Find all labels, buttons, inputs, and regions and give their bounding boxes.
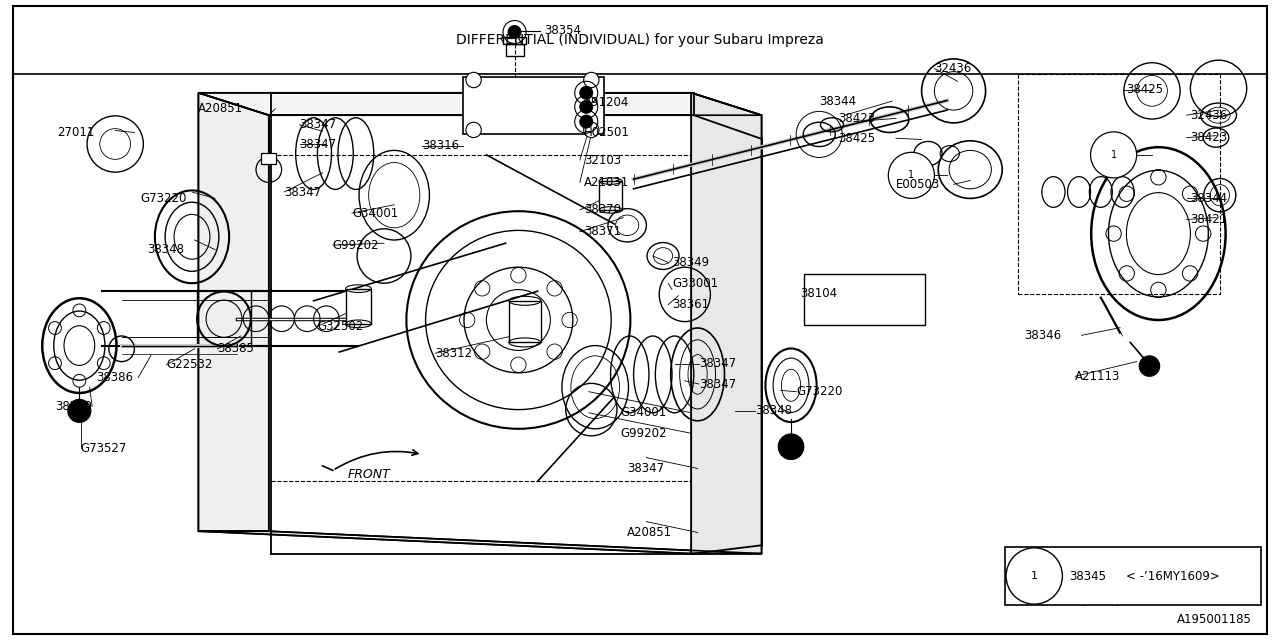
Text: 38347: 38347 xyxy=(627,462,664,475)
Text: 38344: 38344 xyxy=(819,95,856,108)
Text: G34001: G34001 xyxy=(352,207,398,220)
Text: 38347: 38347 xyxy=(699,378,736,390)
Text: G22532: G22532 xyxy=(166,358,212,371)
Bar xyxy=(346,289,371,324)
Text: G73220: G73220 xyxy=(141,192,187,205)
Text: A20851: A20851 xyxy=(627,526,672,539)
Text: 38347: 38347 xyxy=(699,357,736,370)
Circle shape xyxy=(68,399,91,422)
Text: 32436: 32436 xyxy=(934,62,972,75)
Text: 38385: 38385 xyxy=(218,342,255,355)
Text: G99202: G99202 xyxy=(621,427,667,440)
Text: A20851: A20851 xyxy=(198,102,243,115)
Polygon shape xyxy=(198,93,762,115)
Circle shape xyxy=(1091,132,1137,178)
Text: 38386: 38386 xyxy=(96,371,133,384)
Text: 38348: 38348 xyxy=(147,243,184,256)
Text: 38316: 38316 xyxy=(422,140,460,152)
Circle shape xyxy=(580,100,593,113)
Bar xyxy=(1005,547,1261,605)
Text: 38380: 38380 xyxy=(55,400,92,413)
Text: 38346: 38346 xyxy=(1024,329,1061,342)
Text: H02501: H02501 xyxy=(584,126,630,139)
Circle shape xyxy=(888,152,934,198)
Text: G33001: G33001 xyxy=(672,277,718,290)
Text: 38347: 38347 xyxy=(300,118,337,131)
Text: 38425: 38425 xyxy=(1126,83,1164,96)
Text: A195001185: A195001185 xyxy=(1178,613,1252,626)
Text: A91204: A91204 xyxy=(584,96,628,109)
Text: 1: 1 xyxy=(1111,150,1116,160)
Circle shape xyxy=(584,122,599,138)
Text: 38312: 38312 xyxy=(435,347,472,360)
Circle shape xyxy=(584,72,599,88)
Circle shape xyxy=(1006,548,1062,604)
Text: 38347: 38347 xyxy=(284,186,321,198)
Text: A21113: A21113 xyxy=(1075,370,1120,383)
Text: 38348: 38348 xyxy=(755,404,792,417)
Text: 38104: 38104 xyxy=(800,287,837,300)
Text: 38425: 38425 xyxy=(838,132,876,145)
Polygon shape xyxy=(691,93,762,554)
Circle shape xyxy=(466,122,481,138)
Circle shape xyxy=(580,86,593,99)
Text: FRONT: FRONT xyxy=(347,468,390,481)
Polygon shape xyxy=(198,93,269,531)
Text: 38423: 38423 xyxy=(1190,131,1228,144)
Text: DIFFERENTIAL (INDIVIDUAL) for your Subaru Impreza: DIFFERENTIAL (INDIVIDUAL) for your Subar… xyxy=(456,33,824,47)
Bar xyxy=(503,37,526,44)
Text: E00503: E00503 xyxy=(896,178,941,191)
Text: 38345: 38345 xyxy=(1069,570,1106,582)
Bar xyxy=(599,181,622,210)
Text: G73220: G73220 xyxy=(796,385,842,398)
Text: 38423: 38423 xyxy=(838,112,876,125)
Bar xyxy=(506,44,524,56)
Text: 38370: 38370 xyxy=(584,204,621,216)
Text: 27011: 27011 xyxy=(58,126,95,139)
Text: 32436: 32436 xyxy=(1190,109,1228,122)
Text: G34001: G34001 xyxy=(621,406,667,419)
Text: 38347: 38347 xyxy=(300,138,337,150)
Text: G32502: G32502 xyxy=(317,320,364,333)
Circle shape xyxy=(508,26,521,38)
Text: 38344: 38344 xyxy=(1190,192,1228,205)
Bar xyxy=(1018,74,1220,294)
Text: 38421: 38421 xyxy=(1190,213,1228,226)
Circle shape xyxy=(580,115,593,128)
Circle shape xyxy=(778,434,804,460)
Circle shape xyxy=(466,72,481,88)
Bar xyxy=(463,77,604,134)
Bar xyxy=(804,274,925,325)
Text: 38349: 38349 xyxy=(672,256,709,269)
Text: 1: 1 xyxy=(909,170,914,180)
Text: 38371: 38371 xyxy=(584,225,621,238)
Polygon shape xyxy=(198,531,762,554)
Bar xyxy=(509,301,541,342)
Text: G99202: G99202 xyxy=(333,239,379,252)
Circle shape xyxy=(1139,356,1160,376)
Text: 32103: 32103 xyxy=(584,154,621,166)
Bar xyxy=(261,153,276,164)
Text: A21031: A21031 xyxy=(584,176,628,189)
Text: 1: 1 xyxy=(1030,571,1038,581)
Text: < -’16MY1609>: < -’16MY1609> xyxy=(1126,570,1220,582)
Text: 38354: 38354 xyxy=(544,24,581,37)
Text: G73527: G73527 xyxy=(81,442,127,454)
Text: 38361: 38361 xyxy=(672,298,709,311)
